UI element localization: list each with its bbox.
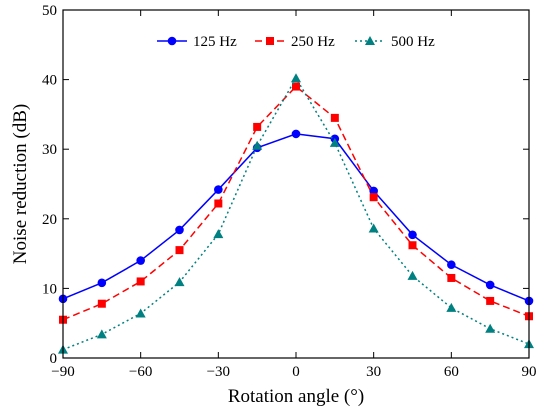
legend-label-500-hz: 500 Hz [391,34,435,50]
data-point-250-hz [486,296,495,305]
legend-item-250-hz: 250 Hz [255,34,335,50]
plot-area-frame [62,9,530,359]
y-tick-label: 50 [42,3,57,19]
series-line-250-hz [62,85,530,321]
data-point-500-hz [96,329,107,339]
data-point-500-hz [291,73,301,83]
data-point-500-hz [174,277,185,287]
y-tick-label: 20 [42,212,57,228]
data-point-250-hz [253,122,262,131]
data-point-125-hz [485,280,495,290]
data-point-125-hz [291,129,301,139]
data-point-500-hz [135,308,146,318]
x-tick-label: −30 [207,364,230,380]
data-point-125-hz [214,185,223,194]
data-point-250-hz [447,273,456,282]
data-point-500-hz [213,229,224,239]
y-tick-label: 0 [50,351,58,367]
data-point-250-hz [97,299,106,308]
x-axis-title: Rotation angle (°) [228,386,364,407]
data-point-250-hz [330,113,339,122]
data-point-500-hz [252,140,263,150]
x-tick-label: −90 [51,364,74,380]
legend: 125 Hz 250 Hz 500 Hz [157,34,435,50]
x-tick-label: 0 [292,364,300,380]
data-point-250-hz [292,82,300,91]
series-125-hz [58,129,534,306]
data-point-250-hz [136,277,145,286]
data-point-500-hz [368,223,379,233]
y-axis-title: Noise reduction (dB) [10,104,31,264]
legend-label-125-hz: 125 Hz [193,34,237,50]
legend-marker-500-hz [365,36,375,45]
series-line-500-hz [62,76,530,351]
data-point-125-hz [136,256,145,265]
data-point-500-hz [446,302,457,312]
series-layer [58,73,534,354]
legend-item-125-hz: 125 Hz [157,34,237,50]
data-point-250-hz [214,199,223,208]
data-point-250-hz [408,241,417,250]
data-point-125-hz [369,186,378,196]
y-tick-label: 40 [42,73,57,89]
data-point-250-hz [175,246,184,255]
legend-marker-250-hz [266,37,274,45]
data-point-500-hz [329,137,340,147]
y-tick-label: 10 [42,281,57,297]
axis-ticks: −90 −60 −30 0 30 60 90 0 10 20 30 40 50 [42,3,537,380]
data-point-500-hz [407,270,418,280]
legend-marker-125-hz [167,36,177,46]
x-tick-label: 30 [366,364,381,380]
x-tick-label: 60 [444,364,459,380]
data-point-500-hz [485,323,496,333]
data-point-125-hz [447,260,456,270]
x-tick-label: 90 [522,364,537,380]
legend-label-250-hz: 250 Hz [291,34,335,50]
y-tick-label: 30 [42,142,57,158]
legend-item-500-hz: 500 Hz [355,34,435,50]
data-point-125-hz [97,278,107,288]
data-point-125-hz [175,225,184,235]
series-250-hz [59,82,533,324]
series-500-hz [58,73,534,354]
data-point-125-hz [408,230,417,240]
series-line-125-hz [62,133,530,302]
x-tick-label: −60 [129,364,152,380]
data-point-250-hz [369,193,378,202]
